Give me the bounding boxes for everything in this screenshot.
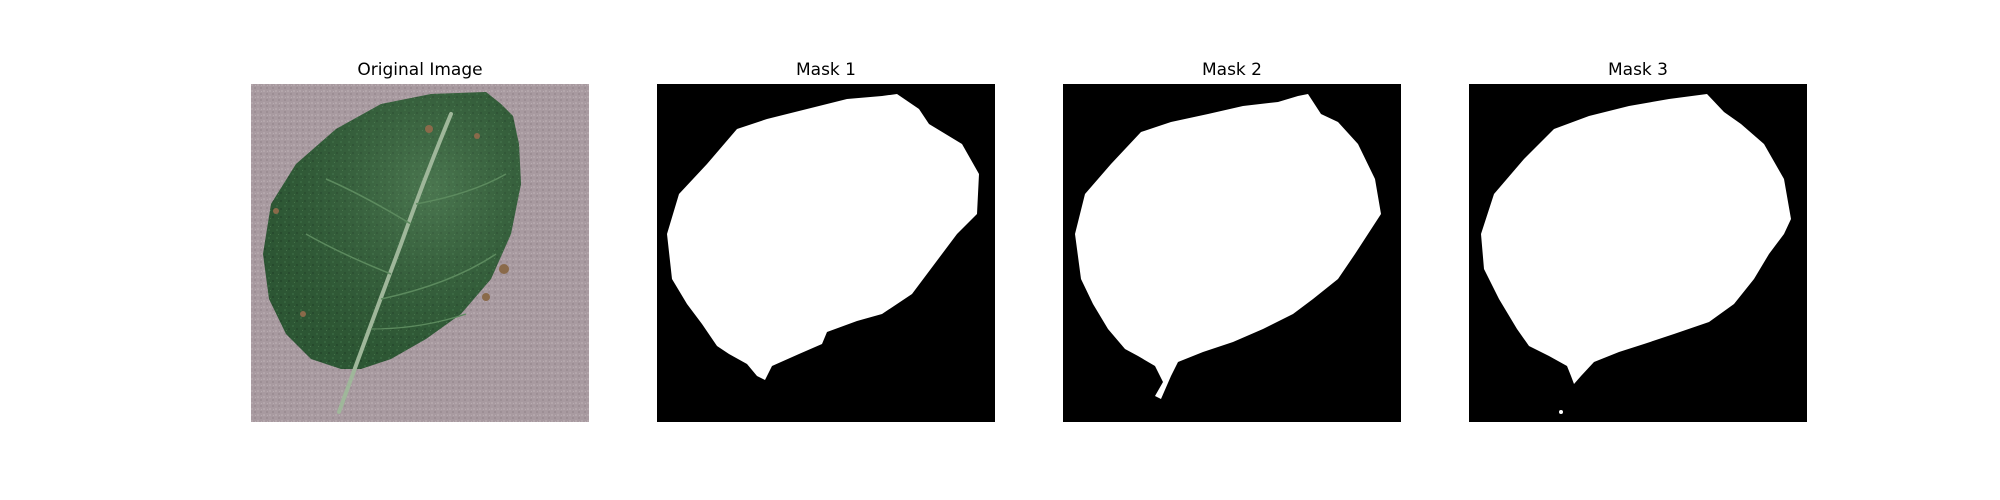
leaf-spot bbox=[499, 264, 509, 274]
mask-speck bbox=[1559, 410, 1563, 414]
original-image bbox=[251, 84, 589, 422]
panel-original-image: Original Image bbox=[251, 58, 589, 422]
leaf-photo bbox=[251, 84, 589, 422]
mask-2 bbox=[1063, 84, 1401, 422]
panel-title: Original Image bbox=[357, 60, 483, 80]
leaf-spot bbox=[474, 133, 480, 139]
mask-foreground bbox=[1481, 94, 1791, 384]
leaf-midrib bbox=[337, 112, 453, 414]
mask-image bbox=[1063, 84, 1401, 422]
panel-title: Mask 3 bbox=[1607, 60, 1668, 80]
panel-mask-1: Mask 1 bbox=[657, 58, 995, 422]
leaf-spot bbox=[300, 311, 306, 317]
leaf-spot bbox=[425, 125, 433, 133]
panel-mask-3: Mask 3 bbox=[1469, 58, 1807, 422]
panel-title: Mask 2 bbox=[1201, 60, 1262, 80]
leaf-spot bbox=[273, 208, 279, 214]
mask-image bbox=[657, 84, 995, 422]
mask-1 bbox=[657, 84, 995, 422]
panel-mask-2: Mask 2 bbox=[1063, 58, 1401, 422]
mask-3 bbox=[1469, 84, 1807, 422]
mask-image bbox=[1469, 84, 1807, 422]
panel-title: Mask 1 bbox=[795, 60, 856, 80]
mask-foreground bbox=[667, 94, 979, 380]
mask-foreground bbox=[1075, 94, 1381, 399]
leaf-spot bbox=[482, 293, 490, 301]
